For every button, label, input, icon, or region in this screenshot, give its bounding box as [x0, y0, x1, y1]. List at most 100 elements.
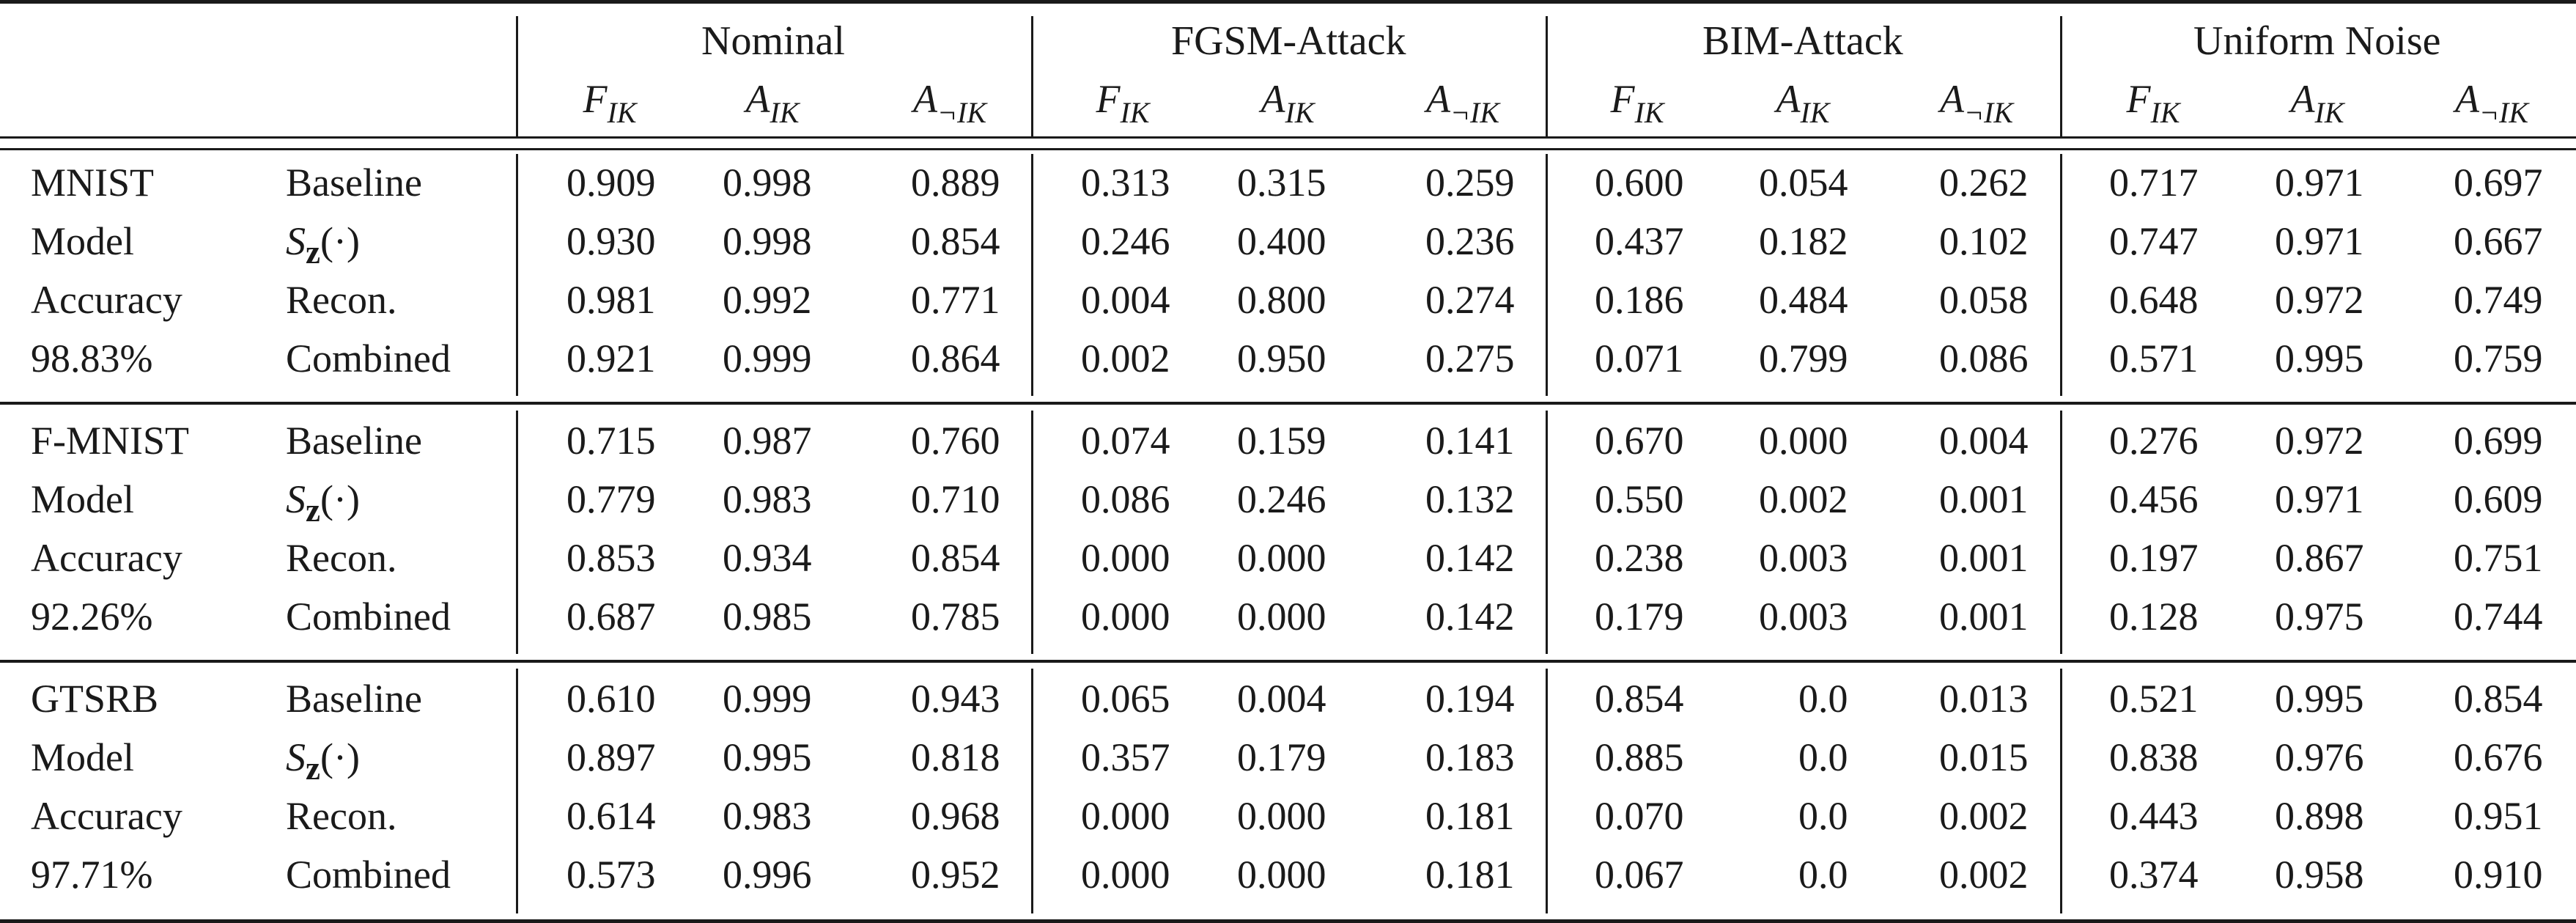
metric-symbol: A: [913, 77, 937, 121]
metric-header: FIK: [1611, 79, 1664, 128]
table-cell: 0.699: [2454, 419, 2543, 463]
metric-symbol: F: [2126, 77, 2151, 121]
metric-symbol: A: [1940, 77, 1964, 121]
table-cell: 0.001: [1939, 595, 2029, 639]
vertical-rule: [2060, 669, 2062, 913]
table-cell: 0.885: [1595, 735, 1684, 779]
table-cell: 0.259: [1425, 161, 1515, 205]
table-cell: 0.086: [1939, 337, 2029, 380]
table-cell: 0.996: [723, 853, 812, 897]
table-cell: 0.000: [1081, 853, 1170, 897]
vertical-rule: [1031, 669, 1033, 913]
table-cell: 0.983: [723, 477, 812, 521]
table-cell: 0.002: [1939, 794, 2029, 838]
table-cell: 0.002: [1081, 337, 1170, 380]
table-cell: 0.998: [723, 219, 812, 263]
table-cell: 0.610: [567, 677, 656, 721]
table-cell: 0.004: [1237, 677, 1326, 721]
table-cell: 0.717: [2109, 161, 2199, 205]
metric-subscript: IK: [770, 96, 800, 129]
method-label: Sz(·): [286, 738, 360, 785]
table-cell: 0.971: [2275, 219, 2364, 263]
dataset-info: GTSRB: [31, 677, 159, 721]
metric-subscript: ¬IK: [937, 96, 986, 129]
table-cell: 0.0: [1798, 677, 1848, 721]
table-cell: 0.898: [2275, 794, 2364, 838]
dataset-info: F-MNIST: [31, 419, 190, 463]
table-cell: 0.001: [1939, 477, 2029, 521]
table-cell: 0.313: [1081, 161, 1170, 205]
table-cell: 0.950: [1237, 337, 1326, 380]
vertical-rule: [1546, 669, 1548, 913]
table-cell: 0.001: [1939, 536, 2029, 580]
table-cell: 0.999: [723, 337, 812, 380]
method-argument: (·): [320, 477, 360, 521]
table-cell: 0.054: [1759, 161, 1848, 205]
table-cell: 0.182: [1759, 219, 1848, 263]
table-cell: 0.854: [911, 536, 1000, 580]
metric-symbol: A: [2455, 77, 2479, 121]
table-cell: 0.889: [911, 161, 1000, 205]
table-cell: 0.687: [567, 595, 656, 639]
table-cell: 0.854: [1595, 677, 1684, 721]
table-cell: 0.065: [1081, 677, 1170, 721]
metric-header: A¬IK: [1426, 79, 1499, 128]
table-cell: 0.971: [2275, 161, 2364, 205]
table-cell: 0.132: [1425, 477, 1515, 521]
table-cell: 0.437: [1595, 219, 1684, 263]
table-cell: 0.000: [1081, 536, 1170, 580]
metric-header: AIK: [1776, 79, 1830, 128]
table-cell: 0.864: [911, 337, 1000, 380]
table-cell: 0.799: [1759, 337, 1848, 380]
table-cell: 0.958: [2275, 853, 2364, 897]
table-cell: 0.058: [1939, 278, 2029, 322]
method-label: Sz(·): [286, 479, 360, 527]
vertical-rule: [2060, 154, 2062, 396]
table-cell: 0.456: [2109, 477, 2199, 521]
table-cell: 0.972: [2275, 419, 2364, 463]
metric-header: A¬IK: [2455, 79, 2528, 128]
table-cell: 0.670: [1595, 419, 1684, 463]
vertical-rule: [1546, 154, 1548, 396]
table-cell: 0.985: [723, 595, 812, 639]
dataset-info: Accuracy: [31, 794, 182, 838]
metric-subscript: IK: [1120, 96, 1150, 129]
table-cell: 0.785: [911, 595, 1000, 639]
method-label: Combined: [286, 595, 451, 639]
table-cell: 0.571: [2109, 337, 2199, 380]
table-cell: 0.197: [2109, 536, 2199, 580]
table-cell: 0.909: [567, 161, 656, 205]
table-cell: 0.521: [2109, 677, 2199, 721]
table-cell: 0.751: [2454, 536, 2543, 580]
vertical-rule: [2060, 16, 2062, 136]
table-cell: 0.747: [2109, 219, 2199, 263]
dataset-info: Model: [31, 735, 134, 779]
table-cell: 0.600: [1595, 161, 1684, 205]
table-cell: 0.676: [2454, 735, 2543, 779]
table-cell: 0.999: [723, 677, 812, 721]
table-cell: 0.744: [2454, 595, 2543, 639]
group-header: BIM-Attack: [1702, 18, 1903, 64]
table-cell: 0.854: [2454, 677, 2543, 721]
table-cell: 0.443: [2109, 794, 2199, 838]
horizontal-rule: [0, 402, 2576, 405]
table-cell: 0.983: [723, 794, 812, 838]
metric-symbol: F: [1610, 77, 1635, 121]
table-cell: 0.921: [567, 337, 656, 380]
method-argument: (·): [320, 219, 360, 263]
method-label: Recon.: [286, 794, 397, 838]
table-cell: 0.943: [911, 677, 1000, 721]
vertical-rule: [516, 669, 518, 913]
table-cell: 0.000: [1081, 794, 1170, 838]
method-subscript: z: [306, 233, 320, 271]
metric-subscript: ¬IK: [1964, 96, 2013, 129]
table-cell: 0.952: [911, 853, 1000, 897]
table-cell: 0.609: [2454, 477, 2543, 521]
horizontal-rule: [0, 0, 2576, 4]
table-cell: 0.074: [1081, 419, 1170, 463]
table-cell: 0.930: [567, 219, 656, 263]
group-header: Uniform Noise: [2193, 18, 2441, 64]
table-cell: 0.236: [1425, 219, 1515, 263]
table-cell: 0.183: [1425, 735, 1515, 779]
table-cell: 0.838: [2109, 735, 2199, 779]
